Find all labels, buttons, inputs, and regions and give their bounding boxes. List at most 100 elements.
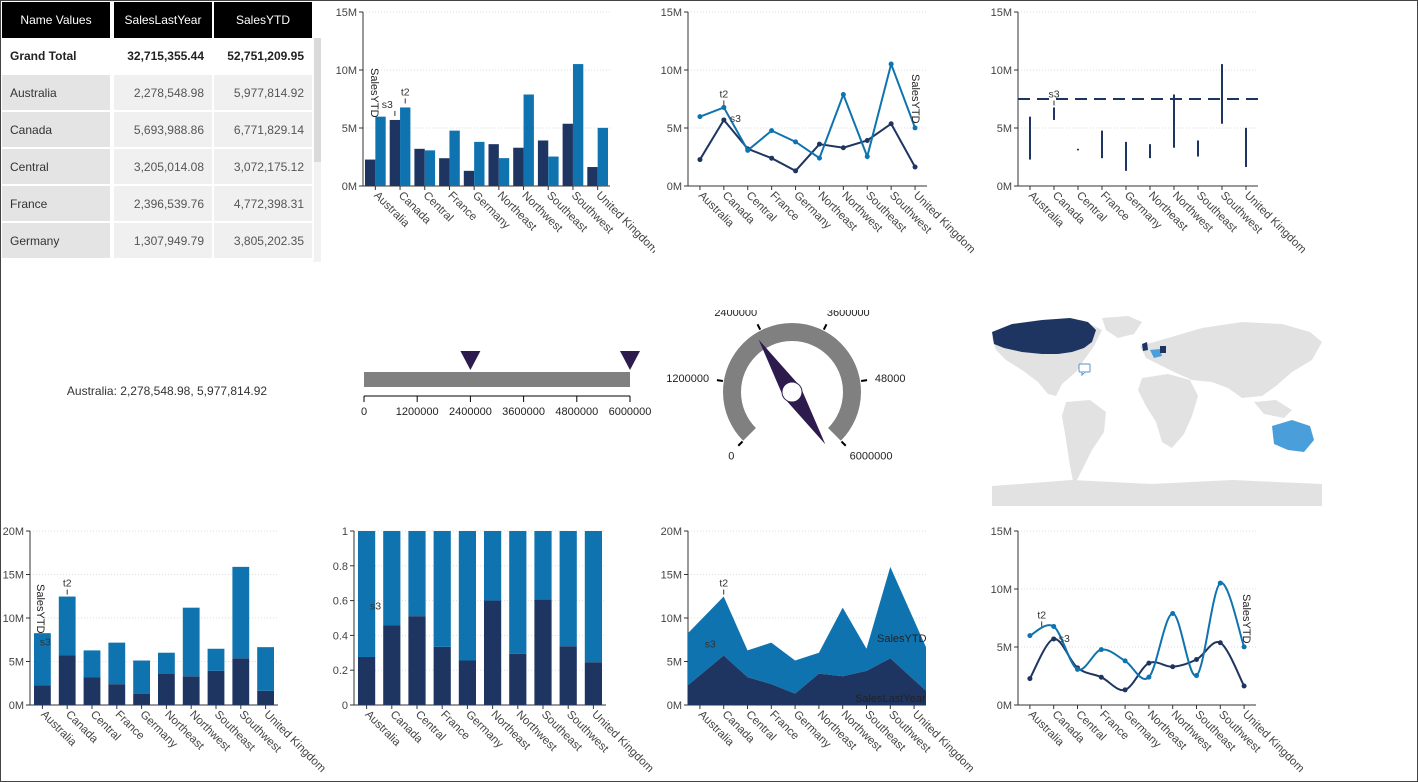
annotation-label: s3 — [705, 638, 716, 650]
map-land-greenland — [1102, 316, 1142, 338]
bar-sales-ytd — [548, 156, 559, 186]
y-tick-label: 0.8 — [333, 561, 348, 573]
gauge-hub — [781, 381, 803, 403]
map-canada[interactable] — [992, 318, 1096, 354]
bar-sales-ytd-share — [584, 531, 602, 663]
bar-sales-ytd — [400, 107, 411, 186]
line-chart[interactable]: 0M5M10M15MAustraliaCanadaCentralFranceGe… — [655, 0, 985, 268]
map-france[interactable] — [1150, 349, 1162, 358]
bar-sales-last-year — [513, 147, 524, 186]
card-text: Australia: 2,278,548.98, 5,977,814.92 — [66, 384, 268, 398]
bar-sales-last-year — [537, 140, 549, 186]
data-point — [1170, 664, 1176, 670]
series-label: SalesYTD — [1240, 594, 1252, 644]
error-bar-chart[interactable]: 0M5M10M15MAustraliaCanadaCentralFranceGe… — [985, 0, 1317, 268]
bar-sales-ytd-share — [458, 531, 476, 661]
data-point — [1075, 666, 1080, 672]
total-sales-last-year: 32,715,355.44 — [114, 38, 214, 75]
column-header-sales-ytd[interactable]: SalesYTD — [214, 2, 314, 38]
data-point — [816, 141, 822, 147]
bar-sales-ytd — [424, 150, 436, 186]
data-point — [1122, 658, 1128, 664]
y-tick-label: 0.2 — [333, 665, 348, 677]
annotation-label: t2 — [401, 86, 410, 98]
bar-sales-last-year — [414, 148, 425, 186]
data-point — [912, 125, 918, 131]
bar-sales-last-year-share — [408, 616, 426, 705]
gauge-tick-label: 0 — [361, 406, 367, 418]
annotation-label: s3 — [382, 99, 393, 111]
map-land-southeast-asia — [1254, 400, 1292, 418]
bar-sales-ytd — [232, 566, 250, 659]
row-sales-last-year: 3,205,014.08 — [114, 149, 214, 186]
row-sales-last-year: 1,307,949.79 — [114, 223, 214, 260]
percent-stacked-bar-chart[interactable]: 00.20.40.60.81AustraliaCanadaCentralFran… — [325, 520, 655, 782]
total-label: Grand Total — [2, 38, 114, 75]
stacked-bar-chart[interactable]: 0M5M10M15M20MAustraliaCanadaCentralFranc… — [0, 520, 330, 782]
annotation-label: t2 — [63, 578, 72, 590]
stacked-area-chart[interactable]: 0M5M10M15M20MAustraliaCanadaCentralFranc… — [655, 520, 985, 782]
data-point — [864, 137, 870, 143]
bar-sales-ytd — [83, 650, 101, 678]
bar-sales-ytd-share — [534, 531, 552, 600]
bar-sales-last-year — [182, 676, 200, 705]
bar-sales-ytd — [207, 648, 225, 671]
row-sales-last-year: 2,278,548.98 — [114, 75, 214, 112]
data-point — [1051, 623, 1057, 629]
gauge-tick-label: 6000000 — [609, 406, 652, 418]
bar-sales-ytd — [572, 64, 584, 186]
world-map[interactable] — [992, 316, 1322, 506]
data-point — [888, 121, 894, 127]
bar-sales-last-year — [562, 123, 573, 186]
line-sales-ytd — [699, 60, 916, 160]
area-sales-last-year — [688, 655, 926, 705]
map-germany[interactable] — [1160, 346, 1166, 353]
table-row: Germany 1,307,949.79 3,805,202.35 — [2, 223, 314, 260]
gauge-arc — [723, 323, 861, 441]
bar-sales-last-year — [587, 167, 598, 186]
y-tick-label: 1 — [342, 526, 348, 538]
y-tick-label: 5M — [667, 657, 682, 669]
y-tick-label: 5M — [342, 123, 357, 135]
map-uk[interactable] — [1142, 342, 1148, 351]
map-australia[interactable] — [1272, 420, 1314, 452]
y-tick-label: 5M — [997, 642, 1012, 654]
data-point — [840, 92, 846, 98]
area-label: SalesYTD — [877, 633, 927, 645]
column-header-sales-last-year[interactable]: SalesLastYear — [114, 2, 214, 38]
table-row: France 2,396,539.76 4,772,398.31 — [2, 186, 314, 223]
data-point — [840, 145, 846, 151]
y-tick-label: 10M — [991, 584, 1012, 596]
y-tick-label: 0M — [342, 181, 357, 193]
linear-gauge[interactable]: 0 1200000 2400000 3600000 4800000 6000000 — [352, 345, 657, 425]
radial-gauge[interactable]: 0 1200000 2400000 3600000 4800000 6000000 — [660, 310, 905, 485]
spline-chart[interactable]: 0M5M10M15MAustraliaCanadaCentralFranceGe… — [985, 520, 1317, 782]
table-scrollbar[interactable] — [313, 38, 321, 162]
bar-sales-last-year-share — [433, 646, 451, 705]
y-tick-label: 0M — [9, 700, 24, 712]
bar-sales-ytd — [597, 127, 608, 186]
data-point — [793, 139, 799, 145]
clustered-bar-chart[interactable]: 0M5M10M15MAustraliaCanadaCentralFranceGe… — [325, 0, 655, 268]
comment-icon[interactable] — [1078, 363, 1091, 377]
bar-sales-last-year — [83, 677, 101, 705]
gauge-tick-label: 2400000 — [714, 310, 757, 319]
column-header-name[interactable]: Name Values — [2, 2, 114, 38]
gauge-tick-label: 3600000 — [827, 310, 870, 319]
row-sales-last-year: 2,396,539.76 — [114, 186, 214, 223]
row-name: Australia — [2, 75, 114, 112]
gauge-tick-label: 3600000 — [502, 406, 545, 418]
data-point — [1027, 633, 1033, 639]
bar-sales-ytd — [449, 130, 460, 186]
gauge-marker — [460, 351, 481, 370]
table-row: Central 3,205,014.08 3,072,175.12 — [2, 149, 314, 186]
map-land-africa — [1138, 374, 1198, 448]
y-tick-label: 0.4 — [333, 630, 348, 642]
gauge-tick — [860, 379, 868, 383]
bar-sales-last-year — [389, 119, 401, 186]
table-header-row: Name Values SalesLastYear SalesYTD — [2, 2, 314, 38]
bar-sales-last-year-share — [358, 656, 376, 705]
bar-sales-ytd — [498, 158, 510, 186]
y-tick-label: 10M — [661, 613, 682, 625]
row-sales-ytd: 5,977,814.92 — [214, 75, 314, 112]
